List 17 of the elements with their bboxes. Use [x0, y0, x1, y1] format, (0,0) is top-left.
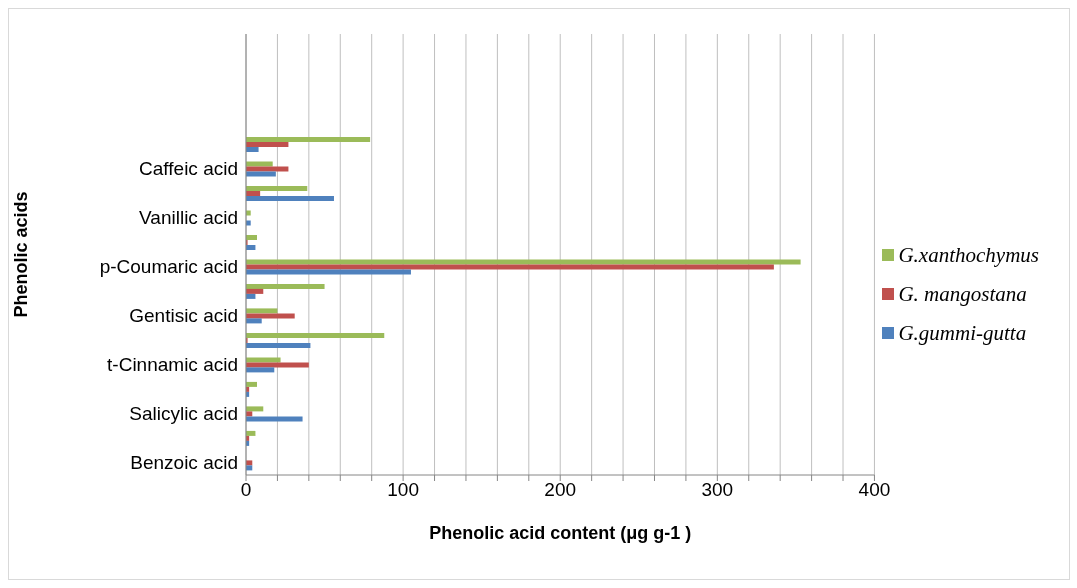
- x-axis-title: Phenolic acid content (μg g-1 ): [429, 523, 692, 543]
- legend-label: G. mangostana: [898, 281, 1027, 307]
- x-tick-label: 0: [240, 479, 252, 501]
- legend-label: G.xanthochymus: [898, 242, 1039, 268]
- y-tick-label: t-Cinnamic acid: [107, 354, 238, 376]
- x-tick-label: 300: [701, 479, 734, 501]
- y-tick-label: Gentisic acid: [129, 305, 238, 327]
- y-tick-label: Caffeic acid: [139, 158, 238, 180]
- y-tick-label: Salicylic acid: [129, 403, 238, 425]
- x-tick-label: 200: [544, 479, 577, 501]
- y-tick-label: Vanillic acid: [139, 207, 238, 229]
- y-axis-title: Phenolic acids: [11, 191, 32, 318]
- y-tick-label: p-Coumaric acid: [99, 256, 238, 278]
- x-tick-label: 400: [858, 479, 891, 501]
- y-tick-label: Benzoic acid: [130, 452, 238, 474]
- x-tick-label: 100: [387, 479, 419, 501]
- legend-label: G.gummi-gutta: [898, 320, 1027, 346]
